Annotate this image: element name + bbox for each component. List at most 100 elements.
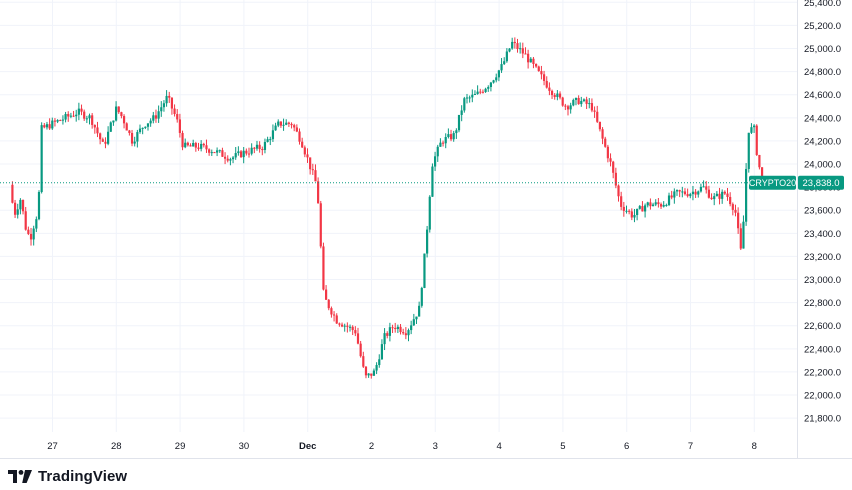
candle-body-down — [83, 111, 86, 119]
candle-body-down — [550, 90, 554, 96]
candle-body-up — [277, 121, 280, 126]
candle-body-down — [21, 199, 25, 212]
candle-body-up — [689, 194, 692, 197]
candle-body-down — [298, 131, 301, 142]
candle-body-up — [455, 130, 458, 134]
candle-body-down — [614, 172, 617, 186]
candle-body-down — [317, 181, 320, 204]
price-axis[interactable]: 25,400.0 25,200.0 25,000.0 24,800.0 24,600.0… — [797, 0, 841, 458]
candle-body-up — [426, 229, 429, 254]
candle-body-up — [519, 48, 522, 50]
candle-body-down — [596, 111, 599, 122]
candle-body-up — [468, 97, 471, 99]
price-tick-label: 25,000.0 — [804, 44, 841, 55]
price-tick-label: 22,400.0 — [804, 344, 841, 355]
candle-body-down — [481, 91, 485, 93]
candle-body-up — [242, 150, 245, 158]
candle-body-up — [745, 168, 748, 222]
candle-body-up — [646, 202, 649, 206]
candle-body-up — [460, 110, 463, 115]
candle-body-up — [380, 344, 384, 360]
candle-body-up — [136, 132, 139, 142]
candle-body-up — [107, 131, 110, 144]
candle-body-down — [620, 196, 623, 207]
candle-body-up — [85, 118, 88, 120]
price-tick-label: 24,600.0 — [804, 90, 841, 101]
candle-body-up — [152, 115, 155, 121]
candles — [11, 37, 764, 379]
candle-body-up — [410, 325, 413, 331]
candle-body-up — [234, 153, 237, 158]
candle-body-down — [319, 203, 322, 247]
candle-body-up — [476, 91, 479, 95]
candle-body-up — [742, 221, 745, 249]
candle-body-up — [75, 114, 78, 117]
candle-body-up — [752, 125, 756, 128]
candle-body-down — [606, 146, 609, 159]
candle-body-down — [609, 158, 612, 162]
candle-body-up — [274, 125, 277, 131]
candle-body-up — [633, 214, 636, 218]
candle-body-up — [505, 51, 508, 62]
candle-body-up — [114, 106, 118, 121]
candle-body-up — [471, 94, 474, 98]
brand-name: TradingView — [38, 467, 128, 485]
candle-body-up — [511, 41, 514, 49]
candle-body-up — [473, 94, 477, 96]
candle-body-down — [718, 193, 721, 199]
candle-body-up — [415, 316, 418, 320]
candle-body-up — [423, 253, 426, 288]
candle-body-up — [112, 120, 115, 123]
candle-body-down — [737, 212, 740, 229]
candle-body-up — [580, 100, 583, 105]
candle-body-down — [290, 123, 293, 126]
candle-body-down — [386, 333, 389, 336]
candle-body-up — [19, 199, 22, 210]
candle-body-down — [253, 147, 256, 149]
candle-body-down — [226, 158, 229, 161]
candle-body-down — [122, 116, 126, 124]
candle-body-down — [399, 326, 402, 333]
tradingview-brand[interactable]: TradingView — [8, 467, 128, 485]
candle-body-down — [532, 58, 535, 64]
candle-body-up — [436, 146, 439, 157]
candle-body-down — [332, 314, 336, 316]
candle-body-up — [747, 132, 750, 169]
candle-body-up — [489, 82, 493, 88]
candle-body-down — [338, 323, 341, 325]
candle-body-down — [370, 373, 373, 376]
candle-body-up — [636, 208, 639, 215]
candle-body-down — [622, 206, 625, 211]
candle-body-up — [582, 99, 586, 101]
candle-body-down — [723, 191, 726, 194]
candle-body-up — [452, 133, 455, 140]
last-price-tag-bg — [798, 175, 844, 190]
candle-body-down — [694, 191, 697, 195]
candle-body-down — [309, 157, 312, 170]
candle-body-down — [197, 147, 200, 149]
candle-body-up — [77, 108, 80, 115]
candle-body-up — [508, 48, 511, 52]
time-tick-label: Dec — [299, 441, 316, 452]
candle-body-up — [654, 202, 657, 205]
candle-body-down — [13, 202, 17, 215]
time-axis[interactable]: 27 28 29 30 Dec 2 3 4 5 6 7 8 — [0, 441, 852, 459]
candle-body-down — [168, 95, 171, 98]
candle-body-up — [529, 58, 532, 63]
candle-body-up — [487, 87, 490, 89]
candle-body-up — [64, 113, 67, 120]
candle-body-down — [120, 112, 123, 117]
candle-body-up — [144, 126, 147, 128]
tradingview-logo-icon — [8, 469, 32, 483]
candle-body-down — [601, 129, 604, 139]
candle-body-up — [503, 61, 506, 65]
candle-body-down — [612, 161, 615, 173]
price-tick-label: 23,400.0 — [804, 229, 841, 240]
candle-body-down — [404, 333, 407, 336]
candle-body-up — [500, 64, 503, 71]
candle-body-down — [11, 184, 14, 203]
candle-body-down — [53, 120, 57, 122]
candle-body-up — [713, 196, 716, 200]
